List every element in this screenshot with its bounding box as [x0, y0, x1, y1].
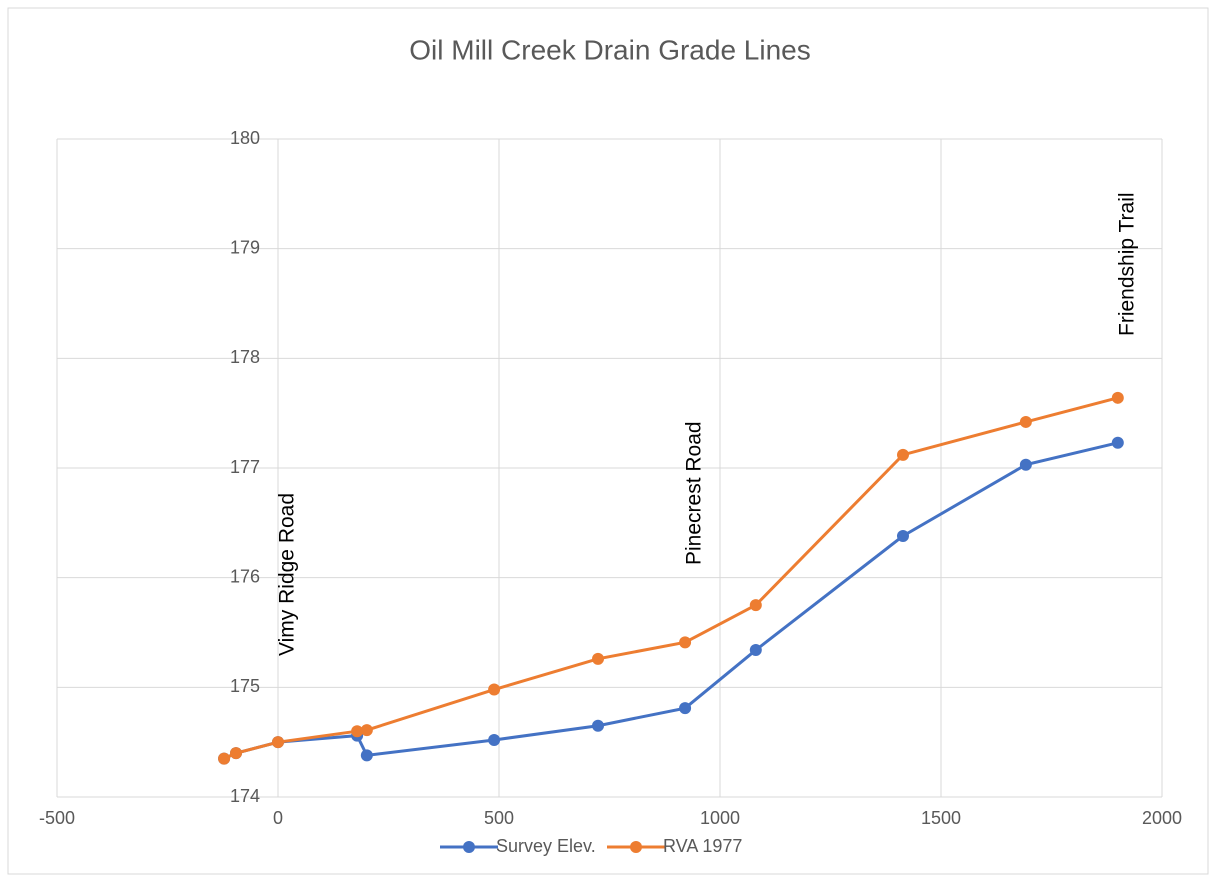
data-point: [592, 719, 605, 732]
chart-title: Oil Mill Creek Drain Grade Lines: [409, 34, 810, 65]
y-tick-label: 174: [230, 786, 260, 806]
data-point: [1111, 436, 1124, 449]
legend-marker: [630, 841, 642, 853]
y-tick-label: 176: [230, 566, 260, 586]
annotation: Vimy Ridge Road: [276, 493, 299, 656]
legend-marker: [463, 841, 475, 853]
x-tick-label: 500: [484, 808, 514, 828]
data-point: [749, 599, 762, 612]
data-point: [1111, 391, 1124, 404]
data-point: [679, 702, 692, 715]
data-point: [488, 733, 501, 746]
y-tick-label: 180: [230, 128, 260, 148]
y-tick-label: 175: [230, 676, 260, 696]
data-point: [488, 683, 501, 696]
y-tick-label: 177: [230, 457, 260, 477]
x-tick-label: 0: [273, 808, 283, 828]
data-point: [1019, 415, 1032, 428]
y-tick-label: 179: [230, 237, 260, 257]
x-tick-label: 1500: [921, 808, 961, 828]
y-tick-label: 178: [230, 347, 260, 367]
data-point: [749, 644, 762, 657]
data-point: [896, 529, 909, 542]
series-line: [223, 396, 1119, 760]
legend-label: RVA 1977: [663, 836, 742, 856]
data-point: [351, 725, 364, 738]
data-point: [360, 749, 373, 762]
x-tick-label: 2000: [1142, 808, 1182, 828]
annotation: Pinecrest Road: [683, 421, 706, 565]
data-point: [360, 724, 373, 737]
legend-label: Survey Elev.: [496, 836, 596, 856]
data-point: [1019, 458, 1032, 471]
data-point: [896, 448, 909, 461]
x-tick-label: 1000: [700, 808, 740, 828]
data-point: [592, 652, 605, 665]
annotation: Friendship Trail: [1115, 192, 1138, 336]
x-tick-label: -500: [39, 808, 75, 828]
data-point: [230, 747, 243, 760]
data-point: [272, 736, 284, 749]
chart-border: [7, 7, 1209, 875]
data-point: [218, 752, 231, 765]
data-point: [679, 636, 692, 649]
